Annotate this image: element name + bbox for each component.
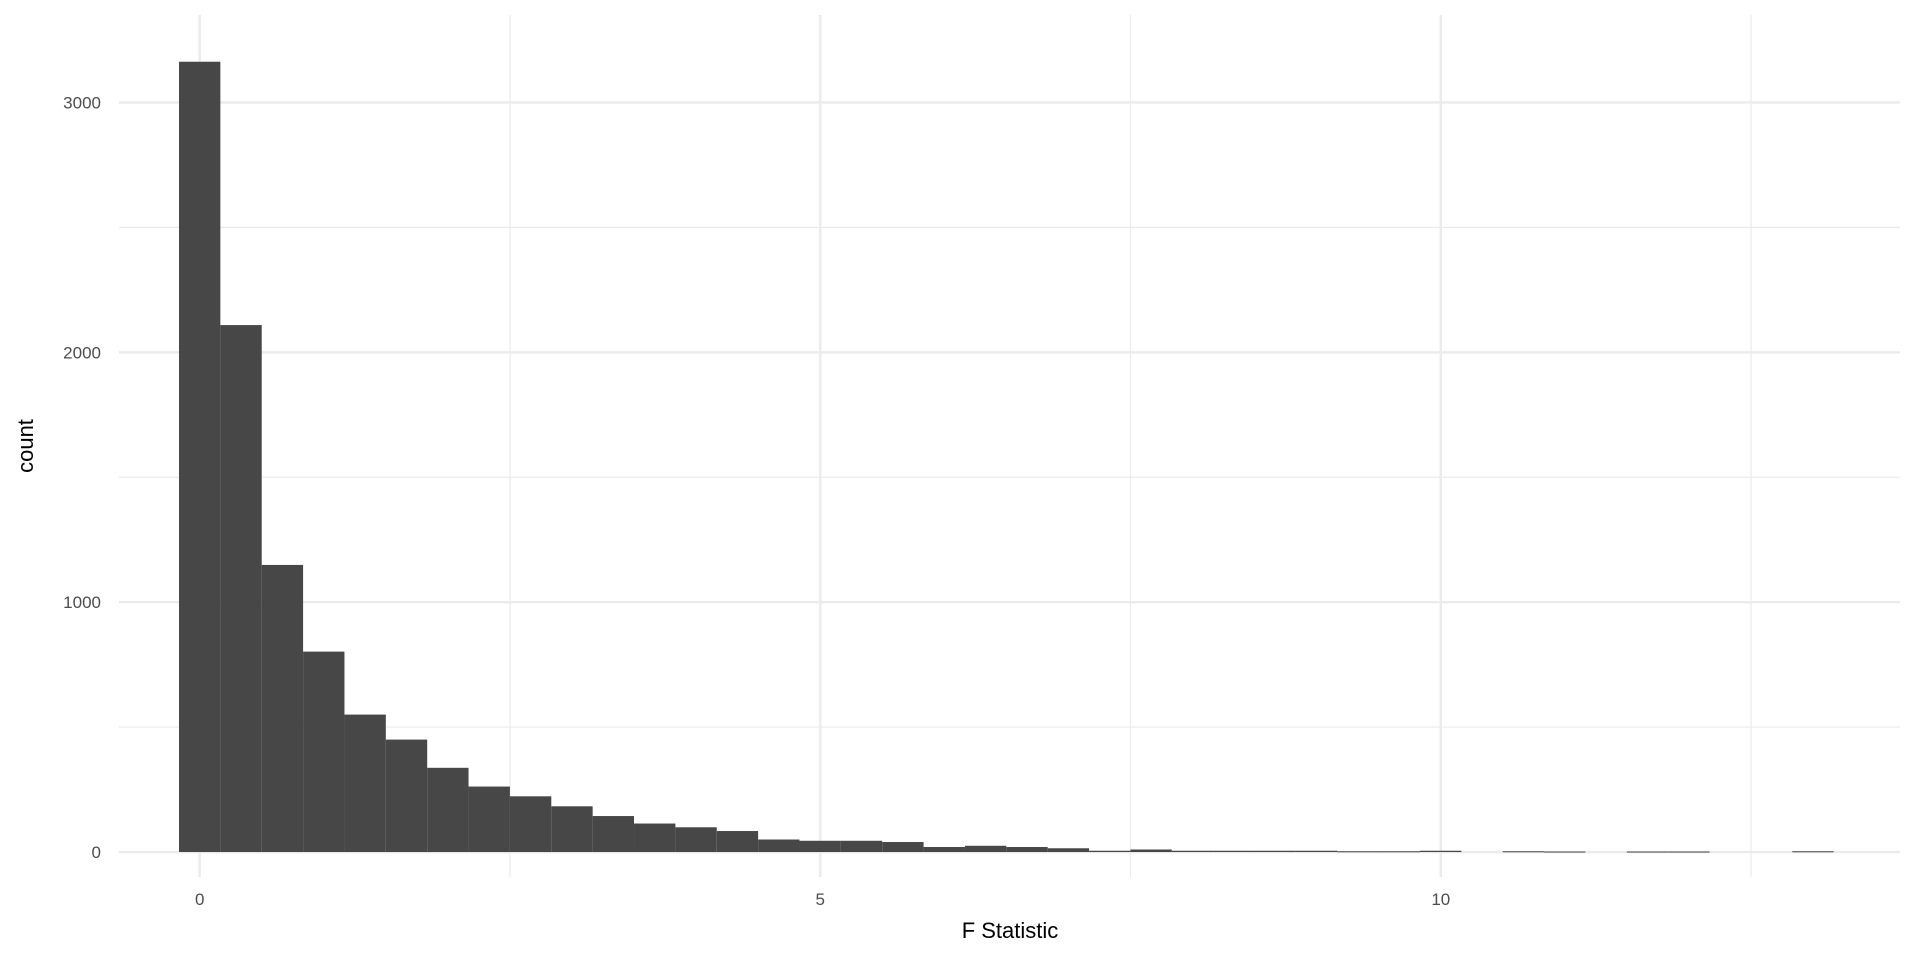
y-tick-label: 0 — [92, 843, 101, 862]
histogram-bar — [1502, 851, 1545, 853]
y-tick-label: 3000 — [63, 93, 101, 112]
y-axis-ticks: 0 1000 2000 3000 — [63, 93, 101, 862]
histogram-bar — [261, 564, 304, 853]
x-axis-ticks: 0 5 10 — [195, 890, 1450, 909]
histogram-bar — [1544, 851, 1586, 853]
histogram-bar — [220, 325, 262, 853]
histogram-bar — [1254, 850, 1296, 853]
y-tick-label: 1000 — [63, 593, 101, 612]
histogram-bar — [1089, 850, 1131, 853]
histogram-bar — [1130, 849, 1172, 853]
histogram-bar — [799, 840, 841, 853]
bars — [178, 61, 1834, 853]
x-tick-label: 10 — [1431, 890, 1450, 909]
histogram-bar — [427, 767, 469, 853]
x-tick-label: 5 — [815, 890, 824, 909]
histogram-bar — [303, 651, 345, 853]
histogram-bar — [385, 739, 428, 853]
histogram-bar — [1378, 851, 1420, 853]
x-tick-label: 0 — [195, 890, 204, 909]
histogram-bar — [1626, 851, 1669, 853]
histogram-bar — [1419, 850, 1462, 853]
histogram-bar — [468, 786, 510, 853]
histogram-bar — [882, 842, 924, 853]
histogram-bar — [840, 840, 883, 853]
histogram-bar — [1171, 850, 1214, 853]
grid — [119, 15, 1900, 877]
histogram-bar — [1006, 847, 1048, 853]
histogram-bar — [1295, 850, 1338, 853]
histogram-bar — [923, 847, 965, 853]
histogram-bar — [758, 839, 800, 853]
histogram-bar — [716, 831, 759, 853]
histogram-bar — [344, 714, 386, 853]
y-axis-title: count — [13, 419, 38, 473]
histogram-bar — [551, 806, 593, 853]
histogram-bar — [509, 796, 552, 853]
histogram-bar — [675, 827, 717, 853]
x-axis-title: F Statistic — [962, 918, 1059, 943]
histogram-bar — [1792, 851, 1834, 853]
histogram-bar — [1047, 848, 1090, 853]
histogram-bar — [178, 61, 221, 853]
histogram-bar — [1668, 851, 1710, 853]
histogram-bar — [964, 845, 1007, 853]
y-tick-label: 2000 — [63, 343, 101, 362]
histogram-bar — [1337, 851, 1379, 853]
histogram-bar — [592, 816, 635, 853]
histogram-bar — [1213, 850, 1255, 853]
histogram-bar — [634, 823, 676, 853]
